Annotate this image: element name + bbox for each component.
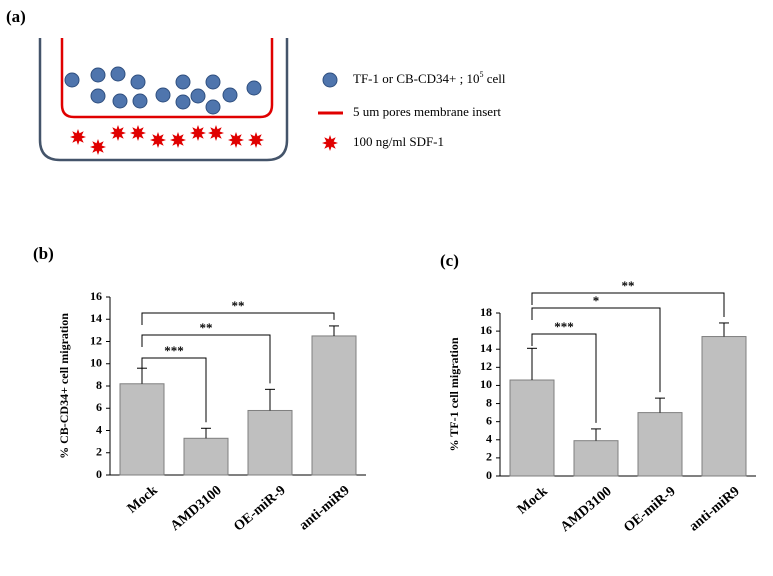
significance-label: ** — [622, 278, 635, 293]
y-tick-label: 4 — [486, 432, 492, 446]
y-axis-label: % TF-1 cell migration — [447, 337, 461, 451]
y-tick-label: 16 — [480, 323, 492, 337]
cell — [190, 88, 206, 104]
sdf-star — [248, 132, 264, 148]
x-tick-label: AMD3100 — [168, 483, 225, 534]
bar — [509, 379, 555, 477]
legend-text: TF-1 or CB-CD34+ ; 105 cell — [353, 70, 506, 86]
y-tick-label: 14 — [90, 311, 102, 325]
legend-cell-icon — [322, 72, 338, 88]
sdf-star — [228, 132, 244, 148]
y-tick-label: 6 — [96, 400, 102, 414]
cell — [64, 72, 80, 88]
x-tick-label: OE-miR-9 — [621, 484, 678, 535]
significance-bracket — [531, 292, 725, 317]
y-tick-label: 18 — [480, 305, 492, 319]
sdf-star — [322, 135, 338, 151]
y-tick-label: 10 — [480, 377, 492, 391]
significance-bracket — [141, 334, 271, 384]
bar — [573, 440, 619, 477]
insert-membrane — [60, 38, 274, 119]
cell — [222, 87, 238, 103]
y-tick-label: 12 — [90, 333, 102, 347]
cell — [90, 67, 106, 83]
y-tick-label: 2 — [96, 445, 102, 459]
significance-label: *** — [164, 343, 184, 358]
significance-label: *** — [554, 319, 574, 334]
legend-text: 5 um pores membrane insert — [353, 104, 501, 119]
y-tick-label: 14 — [480, 341, 492, 355]
x-tick-label: OE-miR-9 — [231, 483, 288, 534]
sdf-star — [190, 125, 206, 141]
significance-bracket — [531, 307, 661, 393]
cell — [205, 74, 221, 90]
significance-bracket — [141, 357, 207, 423]
y-tick-label: 8 — [486, 395, 492, 409]
y-tick-label: 2 — [486, 450, 492, 464]
cell — [130, 74, 146, 90]
cell — [175, 74, 191, 90]
bar — [311, 335, 357, 476]
bar — [183, 437, 229, 476]
sdf-star — [170, 132, 186, 148]
cell — [110, 66, 126, 82]
bar — [119, 383, 165, 476]
y-tick-label: 0 — [96, 467, 102, 481]
bar — [637, 412, 683, 477]
well — [38, 38, 289, 162]
sdf-star — [208, 125, 224, 141]
cell — [246, 80, 262, 96]
y-tick-label: 6 — [486, 413, 492, 427]
significance-bracket — [531, 333, 597, 423]
significance-label: * — [593, 293, 600, 308]
panel-label: (c) — [440, 251, 459, 270]
legend-text: 100 ng/ml SDF-1 — [353, 134, 444, 149]
sdf-star — [150, 132, 166, 148]
y-tick-label: 4 — [96, 422, 102, 436]
cell — [175, 94, 191, 110]
y-tick-label: 16 — [90, 289, 102, 303]
bar — [701, 336, 747, 477]
y-tick-label: 0 — [486, 468, 492, 482]
x-tick-label: AMD3100 — [558, 484, 615, 535]
significance-label: ** — [200, 320, 213, 335]
sdf-star — [130, 125, 146, 141]
panel-label: (b) — [33, 244, 54, 263]
cell — [155, 87, 171, 103]
sdf-star — [90, 139, 106, 155]
y-tick-label: 12 — [480, 359, 492, 373]
panel-label: (a) — [6, 7, 26, 26]
cell — [132, 93, 148, 109]
sdf-star — [70, 129, 86, 145]
bar — [247, 409, 293, 476]
cell — [112, 93, 128, 109]
x-tick-label: anti-miR9 — [687, 484, 743, 534]
y-axis-label: % CB-CD34+ cell migration — [57, 313, 71, 459]
x-tick-label: anti-miR9 — [297, 483, 353, 533]
cell — [90, 88, 106, 104]
y-tick-label: 8 — [96, 378, 102, 392]
x-tick-label: Mock — [515, 484, 551, 518]
cell — [205, 99, 221, 115]
sdf-star — [110, 125, 126, 141]
x-tick-label: Mock — [125, 483, 161, 517]
significance-label: ** — [232, 298, 245, 313]
significance-bracket — [141, 312, 335, 325]
y-tick-label: 10 — [90, 356, 102, 370]
